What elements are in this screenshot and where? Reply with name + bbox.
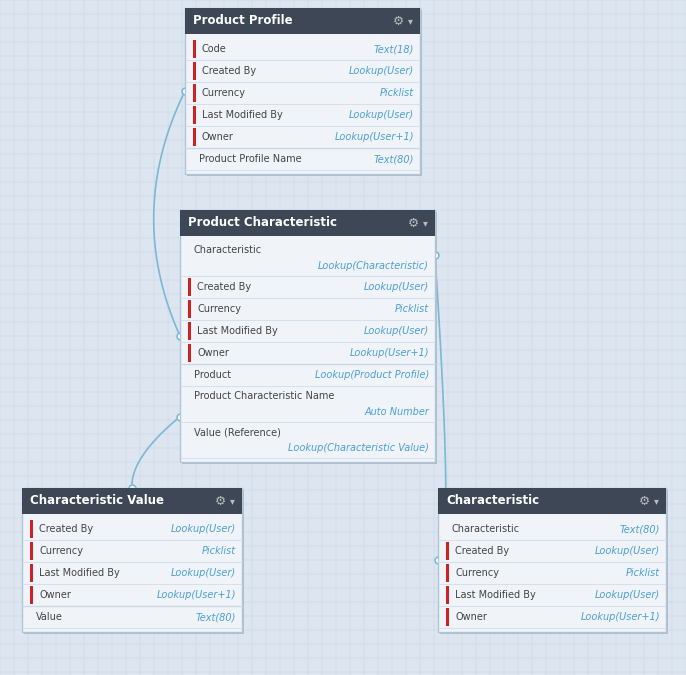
Bar bbox=[446, 564, 449, 582]
Text: Lookup(User): Lookup(User) bbox=[595, 590, 660, 600]
Bar bbox=[30, 586, 33, 604]
Text: Characteristic: Characteristic bbox=[194, 245, 262, 255]
Bar bbox=[446, 608, 449, 626]
Text: Product Profile: Product Profile bbox=[193, 14, 293, 28]
Text: Lookup(User+1): Lookup(User+1) bbox=[335, 132, 414, 142]
Bar bbox=[446, 542, 449, 560]
Bar bbox=[193, 62, 196, 80]
Text: Picklist: Picklist bbox=[202, 546, 236, 556]
Text: Owner: Owner bbox=[39, 590, 71, 600]
Bar bbox=[446, 586, 449, 604]
Text: Lookup(User+1): Lookup(User+1) bbox=[156, 590, 236, 600]
Text: Last Modified By: Last Modified By bbox=[39, 568, 120, 578]
Text: ▾: ▾ bbox=[407, 16, 412, 26]
Bar bbox=[185, 8, 420, 174]
Text: Created By: Created By bbox=[202, 66, 256, 76]
Bar bbox=[180, 210, 435, 462]
Bar bbox=[188, 278, 191, 296]
Bar bbox=[30, 542, 33, 560]
Text: Owner: Owner bbox=[197, 348, 229, 358]
Text: Currency: Currency bbox=[455, 568, 499, 578]
Bar bbox=[22, 488, 242, 514]
Text: Product Characteristic: Product Characteristic bbox=[188, 217, 337, 230]
Text: ▾: ▾ bbox=[423, 218, 427, 228]
Text: Text(80): Text(80) bbox=[374, 154, 414, 164]
Text: Product: Product bbox=[194, 370, 231, 380]
Text: ▾: ▾ bbox=[230, 496, 235, 506]
Bar bbox=[193, 106, 196, 124]
Bar bbox=[193, 40, 196, 58]
Text: Lookup(User): Lookup(User) bbox=[171, 524, 236, 534]
Bar bbox=[193, 128, 196, 146]
Bar bbox=[440, 490, 668, 634]
Text: Lookup(User): Lookup(User) bbox=[171, 568, 236, 578]
Text: Lookup(Characteristic Value): Lookup(Characteristic Value) bbox=[288, 443, 429, 453]
Text: Created By: Created By bbox=[455, 546, 509, 556]
Text: Lookup(User): Lookup(User) bbox=[364, 326, 429, 336]
Text: ⚙: ⚙ bbox=[392, 14, 403, 28]
Text: Value: Value bbox=[36, 612, 63, 622]
Bar bbox=[193, 84, 196, 102]
Text: Owner: Owner bbox=[455, 612, 487, 622]
Text: Lookup(Characteristic): Lookup(Characteristic) bbox=[318, 261, 429, 271]
Text: Text(80): Text(80) bbox=[619, 524, 660, 534]
Bar bbox=[30, 520, 33, 538]
Text: Last Modified By: Last Modified By bbox=[202, 110, 283, 120]
Text: Owner: Owner bbox=[202, 132, 234, 142]
Text: Text(80): Text(80) bbox=[196, 612, 236, 622]
Bar bbox=[188, 322, 191, 340]
Text: ⚙: ⚙ bbox=[214, 495, 226, 508]
Text: Lookup(User): Lookup(User) bbox=[349, 66, 414, 76]
Text: Currency: Currency bbox=[197, 304, 241, 314]
Bar bbox=[182, 212, 437, 464]
Text: ▾: ▾ bbox=[654, 496, 659, 506]
Text: Last Modified By: Last Modified By bbox=[455, 590, 536, 600]
Text: Product Profile Name: Product Profile Name bbox=[199, 154, 302, 164]
Text: Lookup(User): Lookup(User) bbox=[595, 546, 660, 556]
Text: Picklist: Picklist bbox=[626, 568, 660, 578]
Bar bbox=[438, 488, 666, 632]
Text: ⚙: ⚙ bbox=[639, 495, 650, 508]
Text: ⚙: ⚙ bbox=[407, 217, 418, 230]
Text: Auto Number: Auto Number bbox=[364, 407, 429, 417]
Bar bbox=[30, 564, 33, 582]
Bar bbox=[185, 8, 420, 34]
Text: Code: Code bbox=[202, 44, 227, 54]
Text: Last Modified By: Last Modified By bbox=[197, 326, 278, 336]
Text: Lookup(Product Profile): Lookup(Product Profile) bbox=[315, 370, 429, 380]
Bar bbox=[180, 210, 435, 236]
Text: Created By: Created By bbox=[39, 524, 93, 534]
Bar bbox=[438, 488, 666, 514]
Text: Characteristic: Characteristic bbox=[452, 524, 520, 534]
Text: Currency: Currency bbox=[39, 546, 83, 556]
Text: Currency: Currency bbox=[202, 88, 246, 98]
Text: Lookup(User): Lookup(User) bbox=[349, 110, 414, 120]
Bar bbox=[188, 300, 191, 318]
Bar bbox=[22, 488, 242, 632]
Text: Value (Reference): Value (Reference) bbox=[194, 427, 281, 437]
Text: Text(18): Text(18) bbox=[374, 44, 414, 54]
Text: Characteristic Value: Characteristic Value bbox=[30, 495, 164, 508]
Bar bbox=[24, 490, 244, 634]
Text: Created By: Created By bbox=[197, 282, 251, 292]
Bar bbox=[188, 344, 191, 362]
Text: Lookup(User+1): Lookup(User+1) bbox=[580, 612, 660, 622]
Text: Lookup(User): Lookup(User) bbox=[364, 282, 429, 292]
Text: Product Characteristic Name: Product Characteristic Name bbox=[194, 391, 334, 401]
Text: Picklist: Picklist bbox=[380, 88, 414, 98]
Text: Lookup(User+1): Lookup(User+1) bbox=[349, 348, 429, 358]
Bar bbox=[187, 10, 422, 176]
Text: Characteristic: Characteristic bbox=[446, 495, 539, 508]
Text: Picklist: Picklist bbox=[395, 304, 429, 314]
